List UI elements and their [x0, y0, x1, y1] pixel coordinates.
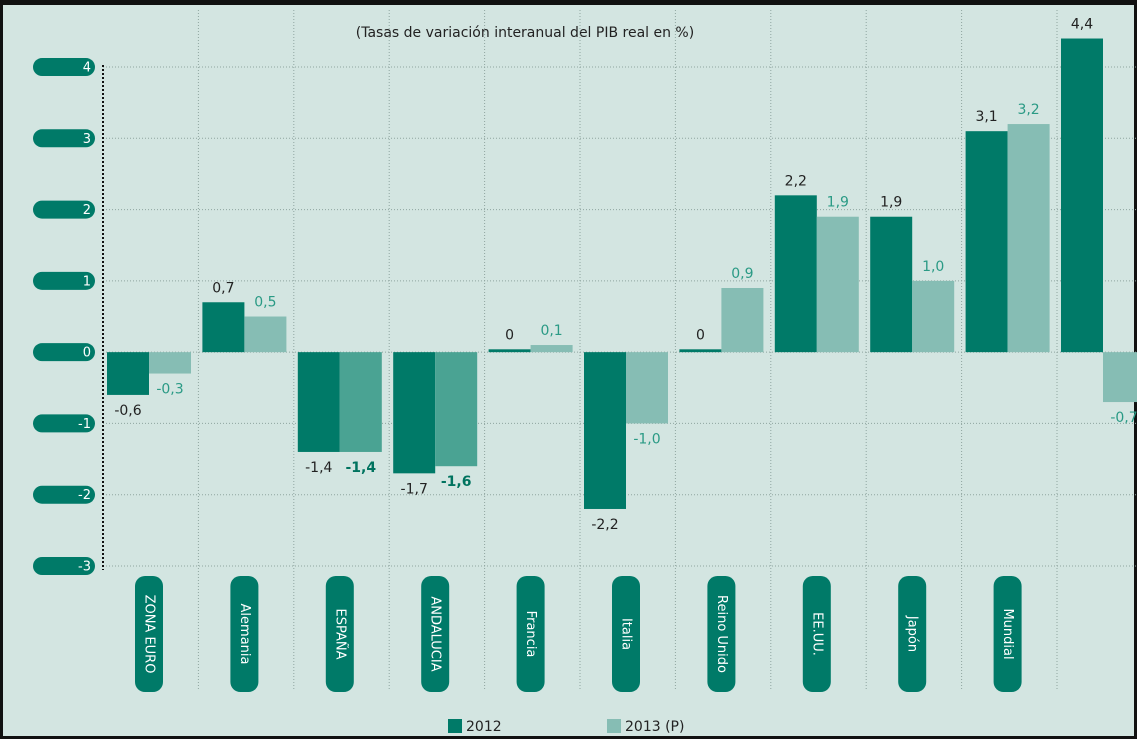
category-pill: [135, 576, 163, 692]
x-tick-label: Francia: [523, 611, 538, 658]
y-tick-pill: [33, 414, 95, 433]
value-label: 0: [505, 327, 514, 343]
x-tick-label: Italia: [619, 618, 634, 650]
bar: [626, 352, 668, 424]
value-label: 0,5: [254, 295, 276, 311]
y-tick-pill: [33, 129, 95, 148]
value-label: -0,7: [1110, 410, 1137, 426]
value-label: -1,6: [441, 474, 472, 490]
x-tick-label: Japón: [905, 615, 920, 652]
x-tick-label: Alemania: [237, 604, 252, 665]
value-label: 3,1: [975, 109, 997, 125]
y-tick-label: 2: [83, 203, 91, 218]
y-tick-pill: [33, 200, 95, 219]
legend-label: 2013 (P): [625, 719, 684, 735]
x-tick-label: ESPAÑA: [332, 609, 348, 660]
bar: [1061, 38, 1103, 353]
category-pill: [898, 576, 927, 692]
bar: [965, 131, 1008, 353]
x-tick-label: Mundial: [1000, 608, 1015, 659]
category-pill: [802, 576, 831, 692]
value-label: 4,4: [1071, 17, 1093, 33]
bar: [774, 195, 817, 353]
bar: [1103, 352, 1137, 403]
y-tick-label: 3: [83, 132, 91, 147]
legend-swatch: [607, 719, 621, 733]
value-label: -1,7: [401, 481, 428, 497]
bar: [1007, 124, 1050, 353]
y-tick-pill: [33, 557, 95, 575]
value-label: 0,7: [212, 280, 234, 296]
value-label: 1,9: [880, 195, 902, 211]
bar: [244, 316, 287, 353]
bar: [912, 280, 955, 353]
bar: [339, 352, 382, 452]
category-pill: [612, 576, 640, 692]
x-tick-label: ZONA EURO: [142, 595, 157, 674]
x-tick-label: EE.UU.: [809, 612, 824, 656]
value-label: -1,4: [305, 460, 332, 476]
category-pill: [421, 576, 450, 692]
category-pill: [230, 576, 259, 692]
bar: [297, 352, 340, 452]
value-label: -1,4: [345, 460, 376, 476]
value-label: 0,1: [540, 323, 562, 339]
y-tick-label: 4: [83, 61, 91, 76]
bar: [870, 216, 913, 353]
y-tick-label: 1: [83, 274, 91, 289]
bar: [721, 288, 764, 353]
bar: [530, 345, 573, 353]
bar: [393, 352, 436, 474]
value-label: 2,2: [785, 173, 807, 189]
value-label: 0,9: [731, 266, 753, 282]
y-tick-label: -1: [78, 417, 91, 432]
value-label: -0,3: [156, 382, 183, 398]
x-tick-label: ANDALUCIA: [428, 596, 443, 671]
y-tick-label: -2: [78, 488, 91, 503]
value-label: 1,0: [922, 259, 944, 275]
value-label: -0,6: [114, 403, 141, 419]
value-label: 0: [696, 327, 705, 343]
y-tick-label: 0: [83, 346, 91, 361]
bar: [816, 216, 859, 353]
y-tick-label: -3: [78, 560, 91, 575]
value-label: -1,0: [633, 431, 660, 447]
y-tick-pill: [33, 58, 95, 77]
bar: [488, 349, 531, 353]
category-pill: [325, 576, 354, 692]
bar: [107, 352, 149, 395]
bar: [584, 352, 626, 509]
category-pill: [707, 576, 736, 692]
legend-swatch: [448, 719, 462, 733]
value-label: 3,2: [1017, 102, 1039, 118]
y-tick-pill: [33, 271, 95, 290]
y-tick-pill: [33, 485, 95, 504]
value-label: 1,9: [827, 195, 849, 211]
y-tick-pill: [33, 343, 95, 362]
legend-label: 2012: [466, 719, 502, 735]
value-label: -2,2: [591, 517, 618, 533]
bar: [202, 302, 245, 353]
x-tick-label: Reino Unido: [714, 595, 729, 673]
category-pill: [516, 576, 545, 692]
bar: [435, 352, 478, 467]
subtitle: (Tasas de variación interanual del PIB r…: [356, 25, 694, 41]
category-pill: [993, 576, 1022, 692]
bar: [149, 352, 191, 374]
bar: [679, 349, 722, 353]
